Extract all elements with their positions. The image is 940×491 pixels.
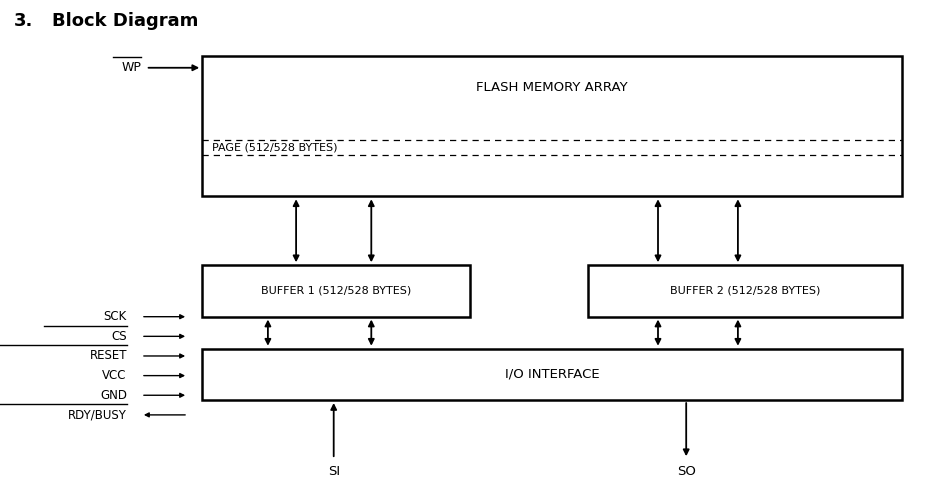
Text: GND: GND (100, 389, 127, 402)
Text: BUFFER 2 (512/528 BYTES): BUFFER 2 (512/528 BYTES) (670, 286, 820, 296)
Text: PAGE (512/528 BYTES): PAGE (512/528 BYTES) (212, 142, 337, 152)
Text: CS: CS (111, 330, 127, 343)
Text: I/O INTERFACE: I/O INTERFACE (505, 368, 600, 381)
Text: SI: SI (328, 465, 339, 478)
Bar (202, 56, 902, 196)
Text: RDY/BUSY: RDY/BUSY (68, 409, 127, 421)
Text: SCK: SCK (103, 310, 127, 323)
Text: SO: SO (677, 465, 696, 478)
Bar (588, 265, 902, 317)
Text: BUFFER 1 (512/528 BYTES): BUFFER 1 (512/528 BYTES) (261, 286, 411, 296)
Bar (202, 265, 470, 317)
Text: WP: WP (121, 61, 141, 74)
Text: FLASH MEMORY ARRAY: FLASH MEMORY ARRAY (477, 81, 628, 94)
Text: RESET: RESET (89, 350, 127, 362)
Text: 3.: 3. (14, 12, 34, 30)
Bar (202, 349, 902, 400)
Text: VCC: VCC (102, 369, 127, 382)
Text: Block Diagram: Block Diagram (52, 12, 198, 30)
